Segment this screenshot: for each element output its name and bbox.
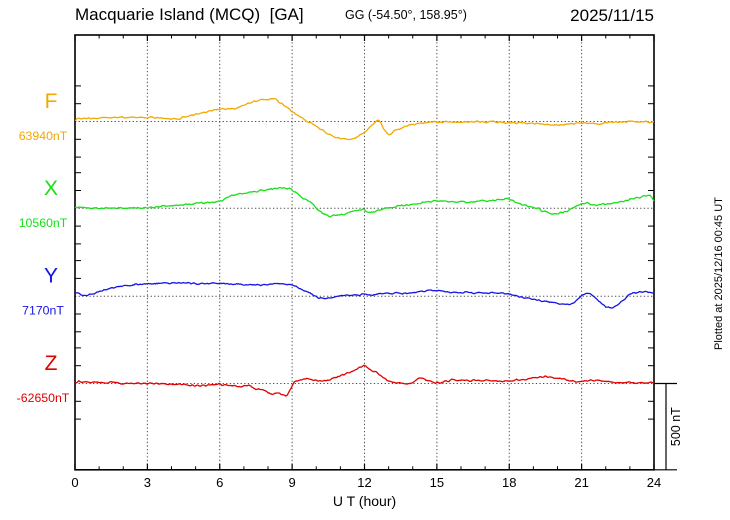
svg-text:F: F (45, 90, 58, 113)
svg-text:GG (-54.50°, 158.95°): GG (-54.50°, 158.95°) (345, 8, 467, 22)
svg-text:Y: Y (44, 265, 58, 288)
svg-text:9: 9 (289, 475, 296, 490)
svg-text:Plotted at 2025/12/16 00:45 UT: Plotted at 2025/12/16 00:45 UT (713, 197, 725, 350)
svg-text:12: 12 (357, 475, 371, 490)
svg-text:Z: Z (45, 352, 58, 375)
svg-text:24: 24 (647, 475, 661, 490)
svg-text:10560nT: 10560nT (19, 216, 68, 230)
svg-text:7170nT: 7170nT (22, 304, 64, 318)
svg-text:18: 18 (502, 475, 516, 490)
svg-text:Macquarie Island (MCQ) [GA]: Macquarie Island (MCQ) [GA] (75, 5, 304, 24)
svg-text:0: 0 (71, 475, 78, 490)
svg-text:3: 3 (144, 475, 151, 490)
svg-text:21: 21 (574, 475, 588, 490)
svg-text:15: 15 (430, 475, 444, 490)
svg-text:-62650nT: -62650nT (17, 391, 70, 405)
svg-text:2025/11/15: 2025/11/15 (570, 6, 654, 25)
svg-text:63940nT: 63940nT (19, 129, 68, 143)
svg-text:X: X (44, 177, 58, 200)
svg-text:6: 6 (216, 475, 223, 490)
svg-text:U T (hour): U T (hour) (333, 493, 396, 509)
svg-text:500 nT: 500 nT (669, 407, 683, 446)
